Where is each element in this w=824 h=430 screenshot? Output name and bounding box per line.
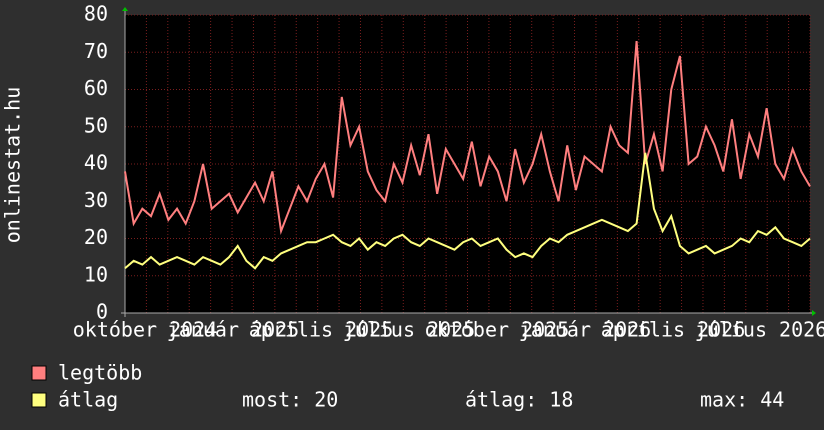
stat-label: most: 20	[242, 388, 338, 412]
y-tick-label: 10	[84, 262, 108, 286]
y-tick-label: 80	[84, 2, 108, 26]
axis-arrow	[122, 7, 128, 11]
legend-label: legtöbb	[58, 361, 142, 385]
x-tick-label: október 2024	[73, 318, 218, 342]
legend-swatch	[31, 365, 47, 381]
y-axis-label: onlinestat.hu	[1, 87, 25, 244]
stat-label: max: 44	[700, 388, 784, 412]
y-tick-label: 30	[84, 188, 108, 212]
x-tick-label: október 2025	[425, 318, 570, 342]
y-tick-label: 60	[84, 76, 108, 100]
y-tick-label: 20	[84, 225, 108, 249]
stat-label: átlag: 18	[465, 388, 573, 412]
y-tick-label: 50	[84, 113, 108, 137]
legend-swatch	[31, 392, 47, 408]
y-tick-label: 40	[84, 151, 108, 175]
x-tick-label: április 2025	[249, 318, 394, 342]
y-tick-label: 70	[84, 39, 108, 63]
x-tick-label: július 2026	[695, 318, 824, 342]
x-tick-label: január 2026	[519, 318, 651, 342]
x-tick-label: április 2026	[601, 318, 746, 342]
x-tick-label: július 2025	[343, 318, 475, 342]
legend-label: átlag	[58, 388, 118, 412]
series-line	[124, 40, 811, 235]
axis-arrow	[812, 310, 816, 316]
x-tick-label: január 2025	[167, 318, 299, 342]
series-line	[124, 152, 811, 270]
y-tick-label: 0	[96, 300, 108, 324]
